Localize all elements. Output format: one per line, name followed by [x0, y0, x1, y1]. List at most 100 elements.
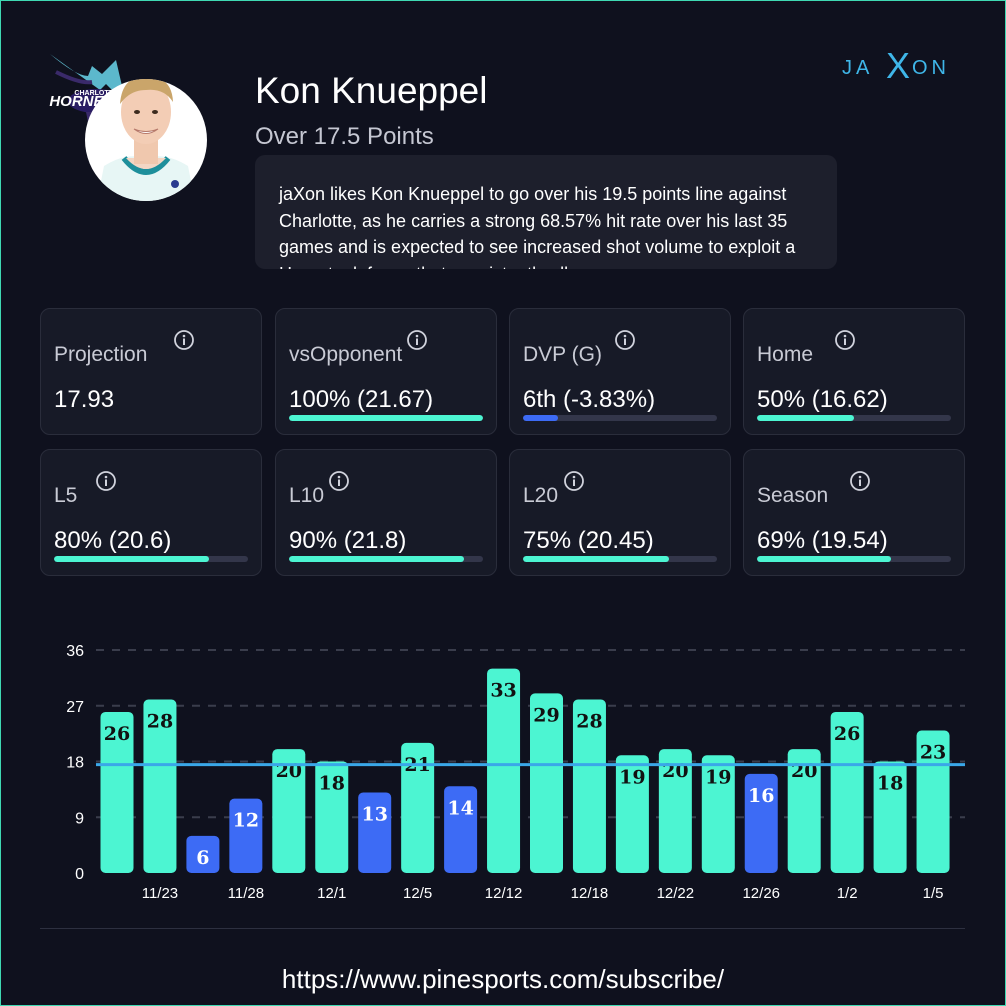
- bar: [358, 792, 392, 873]
- stat-card-label: Home: [757, 343, 814, 366]
- bar-value-label: 33: [490, 680, 516, 702]
- stat-progress-fill: [757, 556, 891, 562]
- stat-card-value: 69% (19.54): [757, 527, 888, 554]
- bar-value-label: 26: [104, 723, 130, 745]
- bar-value-label: 19: [705, 766, 731, 788]
- stat-card-value: 6th (-3.83%): [523, 386, 656, 413]
- stat-card-vsopponent[interactable]: vsOpponent 100% (21.67): [275, 308, 497, 435]
- bar-value-label: 14: [447, 797, 473, 819]
- subscribe-link[interactable]: https://www.pinesports.com/subscribe/: [281, 964, 725, 994]
- bar: [186, 835, 220, 873]
- bar: [530, 693, 563, 873]
- stat-card-projection[interactable]: Projection 17.93: [40, 308, 262, 435]
- points-bar-chart: 09182736262811/2361211/28201812/1132112/…: [66, 643, 965, 902]
- stat-card-label: Season: [757, 484, 829, 507]
- stat-card-label: L20: [523, 484, 559, 507]
- info-icon[interactable]: [95, 470, 117, 492]
- x-tick-label: 11/23: [142, 885, 178, 902]
- bar: [143, 699, 177, 873]
- x-tick-label: 1/2: [837, 885, 858, 902]
- bar-value-label: 19: [619, 766, 645, 788]
- svg-text:CHARLOTTE: CHARLOTTE: [74, 90, 117, 97]
- bar: [744, 773, 778, 873]
- bar: [401, 742, 435, 873]
- svg-text:ON: ON: [912, 57, 950, 79]
- stat-progress-fill: [54, 556, 210, 562]
- info-icon[interactable]: [849, 470, 871, 492]
- player-name: Kon Knueppel: [255, 70, 488, 111]
- bar-value-label: 29: [533, 704, 559, 726]
- bet-line: Over 17.5 Points: [255, 123, 434, 150]
- y-tick-label: 27: [66, 699, 84, 716]
- stat-card-value: 80% (20.6): [54, 527, 172, 554]
- jaxon-logo: JA X ON: [842, 48, 950, 84]
- x-tick-label: 12/12: [485, 885, 523, 902]
- bar: [572, 699, 606, 873]
- x-tick-label: 11/28: [228, 885, 264, 902]
- stat-progress-fill: [523, 556, 669, 562]
- stat-card-dvp-g[interactable]: DVP (G) 6th (-3.83%): [509, 308, 731, 435]
- bar: [787, 749, 821, 873]
- y-tick-label: 18: [66, 755, 84, 772]
- stat-progress-track: [523, 415, 717, 421]
- bar: [100, 711, 134, 873]
- stat-card-season[interactable]: Season 69% (19.54): [743, 449, 965, 576]
- bar: [658, 749, 692, 873]
- stat-progress-track: [523, 556, 717, 562]
- stat-card-value: 100% (21.67): [289, 386, 434, 413]
- stat-card-value: 17.93: [54, 386, 115, 413]
- bar-value-label: 13: [361, 803, 387, 825]
- y-tick-label: 9: [75, 810, 84, 827]
- bar: [830, 711, 864, 873]
- bar-value-label: 18: [877, 773, 903, 795]
- stat-progress-fill: [289, 556, 464, 562]
- player-avatar: CHARLOTTE HORNETS: [49, 54, 207, 201]
- bar: [315, 761, 349, 873]
- stat-card-label: vsOpponent: [289, 343, 403, 366]
- bar: [873, 761, 907, 873]
- info-icon[interactable]: [328, 470, 350, 492]
- x-tick-label: 12/26: [742, 885, 780, 902]
- stat-card-value: 90% (21.8): [289, 527, 407, 554]
- x-tick-label: 12/5: [403, 885, 432, 902]
- stat-card-label: L5: [54, 484, 78, 507]
- bar-value-label: 28: [576, 711, 602, 733]
- x-tick-label: 12/18: [571, 885, 609, 902]
- x-tick-label: 1/5: [923, 885, 944, 902]
- stat-card-value: 75% (20.45): [523, 527, 654, 554]
- stat-progress-track: [757, 556, 951, 562]
- footer-divider: [40, 928, 965, 929]
- x-tick-label: 12/22: [657, 885, 695, 902]
- stat-card-l10[interactable]: L10 90% (21.8): [275, 449, 497, 576]
- bar-value-label: 26: [834, 723, 860, 745]
- stat-progress-fill: [757, 415, 854, 421]
- stat-card-label: DVP (G): [523, 343, 602, 366]
- stat-card-home[interactable]: Home 50% (16.62): [743, 308, 965, 435]
- bar-value-label: 6: [196, 847, 209, 869]
- stat-card-value: 50% (16.62): [757, 386, 888, 413]
- bar-value-label: 28: [147, 711, 173, 733]
- bar-value-label: 12: [233, 810, 259, 832]
- bar: [272, 749, 306, 873]
- info-icon[interactable]: [173, 329, 195, 351]
- stat-card-l5[interactable]: L5 80% (20.6): [40, 449, 262, 576]
- info-icon[interactable]: [614, 329, 636, 351]
- stat-card-label: Projection: [54, 343, 148, 366]
- svg-text:X: X: [886, 48, 910, 84]
- stat-card-l20[interactable]: L20 75% (20.45): [509, 449, 731, 576]
- bar-value-label: 16: [748, 785, 774, 807]
- info-icon[interactable]: [406, 329, 428, 351]
- bar: [229, 798, 263, 873]
- x-tick-label: 12/1: [317, 885, 346, 902]
- info-icon[interactable]: [563, 470, 585, 492]
- info-icon[interactable]: [834, 329, 856, 351]
- stat-card-label: L10: [289, 484, 325, 507]
- bar: [444, 786, 478, 873]
- bar: [916, 730, 950, 873]
- stat-progress-fill: [289, 415, 483, 421]
- stat-progress-track: [289, 556, 483, 562]
- y-tick-label: 36: [66, 643, 84, 660]
- svg-text:JA: JA: [842, 57, 873, 79]
- analysis-text: jaXon likes Kon Knueppel to go over his …: [279, 184, 796, 269]
- analysis-box[interactable]: jaXon likes Kon Knueppel to go over his …: [255, 155, 837, 269]
